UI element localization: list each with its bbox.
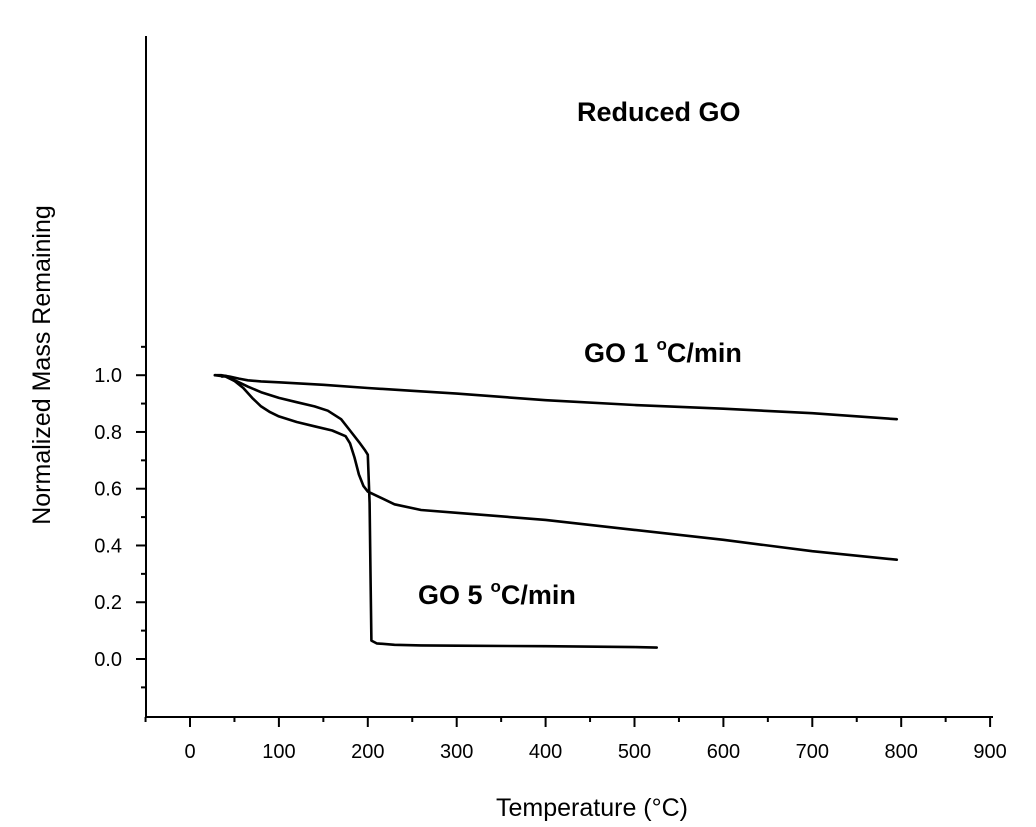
- y-tick-label: 0.6: [94, 479, 122, 501]
- tick-labels: 0 100 200 300 400 500 600 700 800 900 0.0 0.2 0.4 0.6…: [94, 365, 1007, 763]
- y-tick-label: 0.0: [94, 649, 122, 671]
- x-tick-label: 0: [184, 741, 195, 763]
- y-tick-label: 0.4: [94, 535, 122, 557]
- x-tick-label: 800: [885, 741, 918, 763]
- y-axis-title: Normalized Mass Remaining: [28, 205, 56, 525]
- series-line-reduced-go: [213, 373, 899, 421]
- y-tick-label: 1.0: [94, 365, 122, 387]
- x-axis-title: Temperature (°C): [496, 794, 688, 822]
- x-tick-label: 700: [796, 741, 829, 763]
- series-label-reduced-go: Reduced GO: [577, 97, 741, 127]
- x-tick-label: 300: [440, 741, 473, 763]
- series-label-go-1: GO 1 oC/min: [584, 335, 742, 368]
- series-lines: [213, 373, 899, 649]
- x-tick-label: 100: [262, 741, 295, 763]
- series-line-go-1: [213, 373, 899, 562]
- axes: [145, 36, 993, 718]
- series-label-go-5: GO 5 oC/min: [418, 577, 576, 610]
- x-tick-label: 400: [529, 741, 562, 763]
- x-tick-label: 200: [351, 741, 384, 763]
- y-tick-label: 0.2: [94, 592, 122, 614]
- ticks: [136, 345, 992, 727]
- x-tick-label: 500: [618, 741, 651, 763]
- series-line-go-5: [220, 374, 659, 649]
- x-tick-label: 600: [707, 741, 740, 763]
- x-tick-label: 900: [973, 741, 1006, 763]
- y-tick-label: 0.8: [94, 422, 122, 444]
